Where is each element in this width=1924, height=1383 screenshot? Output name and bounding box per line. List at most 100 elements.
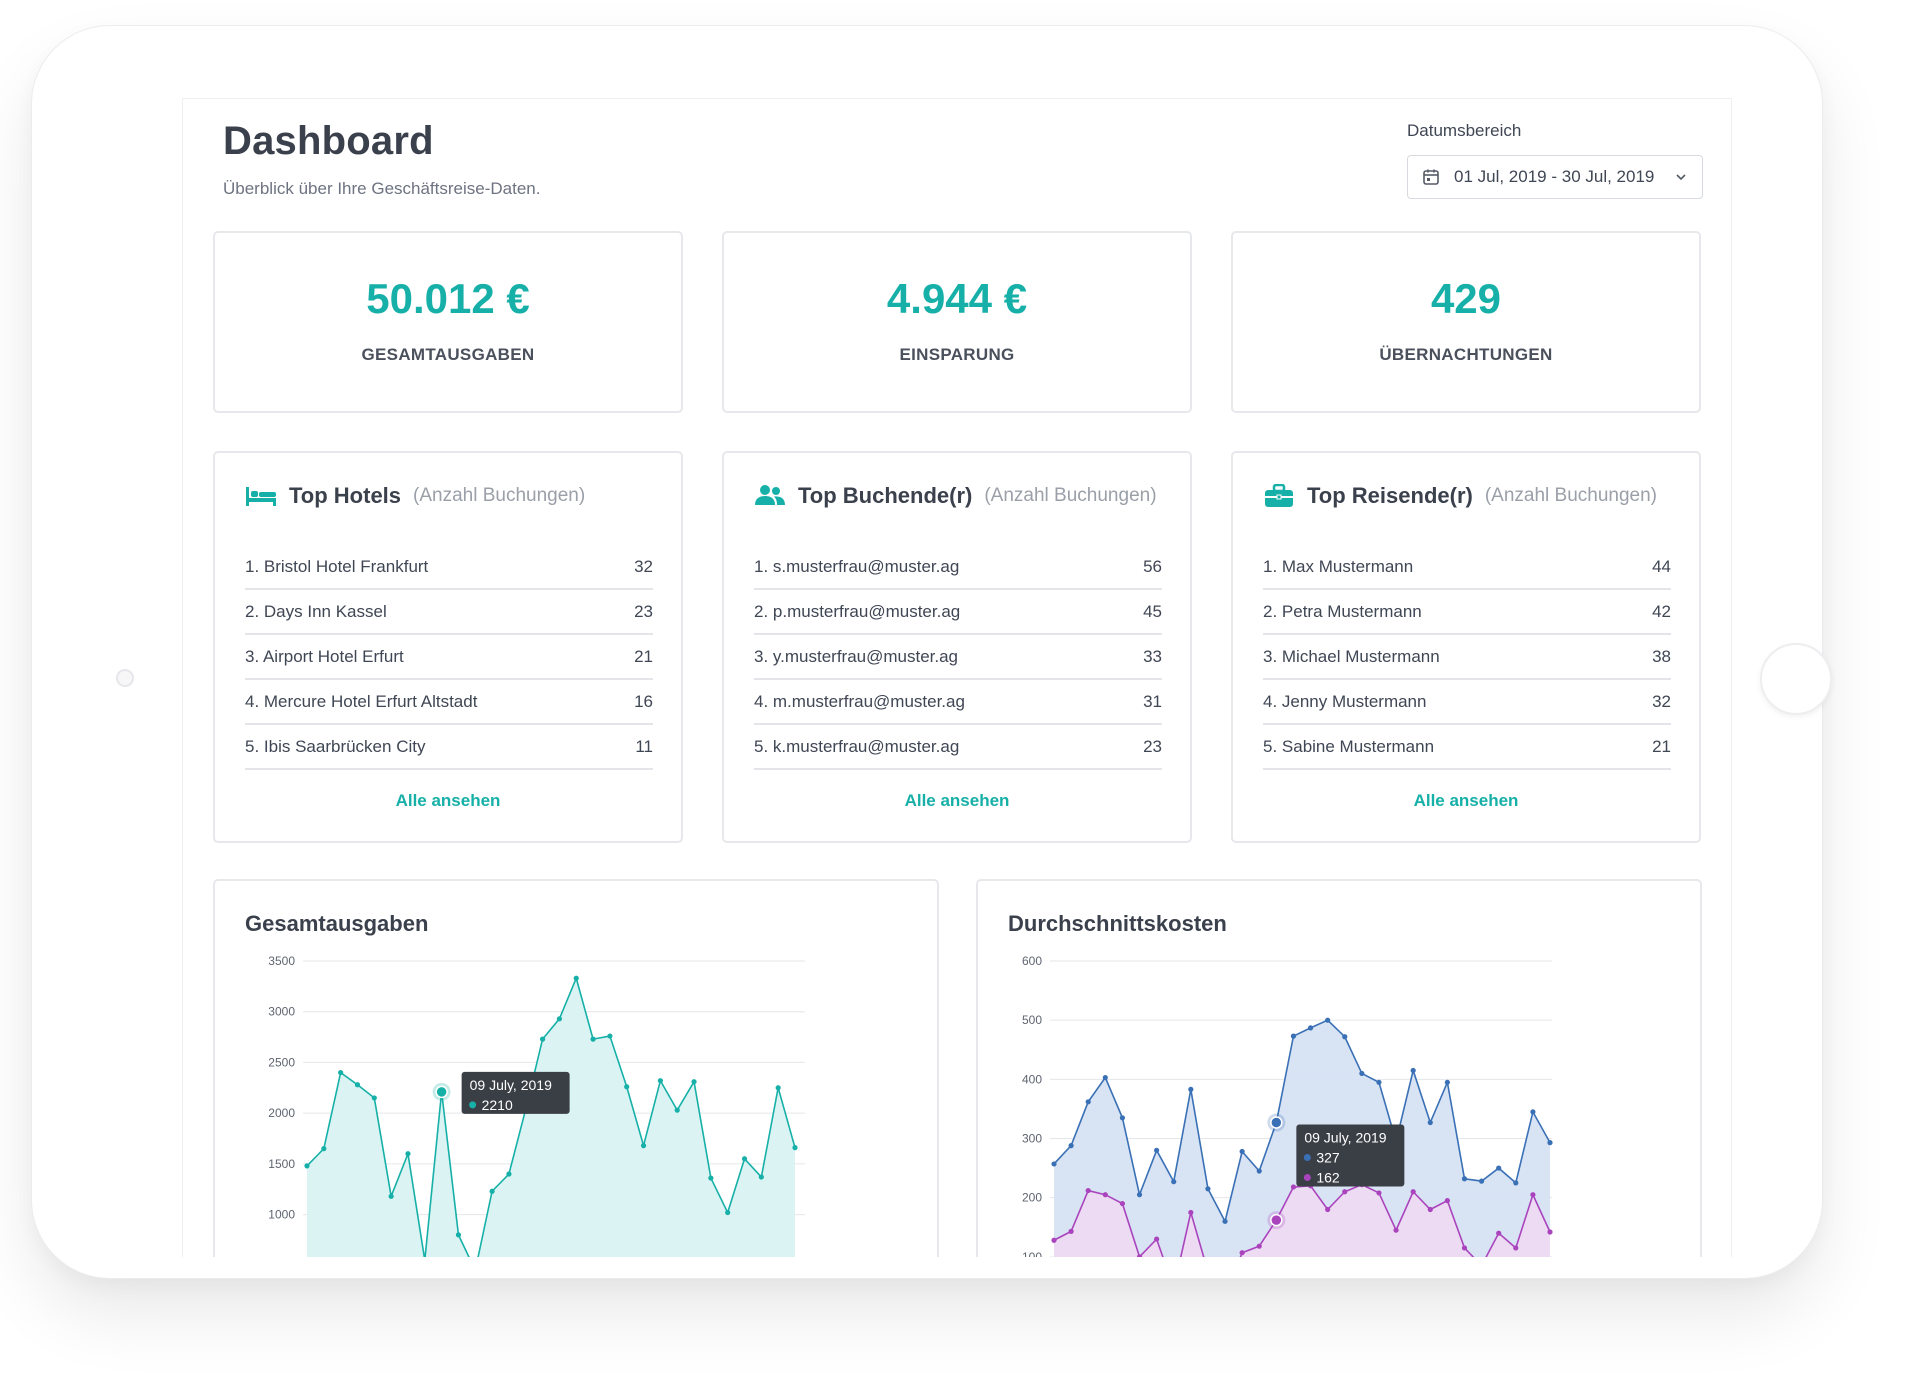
list-item-name: 2. Days Inn Kassel xyxy=(245,601,387,621)
data-point xyxy=(1205,1186,1211,1192)
top-bookers-card: Top Buchende(r) (Anzahl Buchungen) 1. s.… xyxy=(722,451,1192,843)
card-subtitle: (Anzahl Buchungen) xyxy=(1484,485,1657,506)
card-title: Top Reisende(r) xyxy=(1307,483,1473,508)
tooltip-legend-dot xyxy=(1303,1174,1311,1182)
top-travelers-card: Top Reisende(r) (Anzahl Buchungen) 1. Ma… xyxy=(1231,451,1701,843)
y-tick-label: 100 xyxy=(1022,1250,1042,1257)
list-item-name: 5. Sabine Mustermann xyxy=(1263,736,1435,756)
list-item: 3. Airport Hotel Erfurt 21 xyxy=(245,635,653,680)
top-hotels-card: Top Hotels (Anzahl Buchungen) 1. Bristol… xyxy=(213,451,683,843)
list-item-name: 1. s.musterfrau@muster.ag xyxy=(754,556,960,576)
data-point xyxy=(1102,1192,1108,1198)
data-point xyxy=(725,1209,731,1216)
users-icon xyxy=(755,485,785,505)
list-item-count: 44 xyxy=(1652,556,1671,576)
data-point xyxy=(1239,1250,1245,1256)
data-point xyxy=(741,1156,748,1162)
data-point xyxy=(1188,1209,1194,1216)
data-point xyxy=(1102,1074,1108,1081)
list-item-name: 2. Petra Mustermann xyxy=(1263,601,1422,621)
list-item-count: 21 xyxy=(634,646,653,666)
list-item-count: 56 xyxy=(1143,556,1162,576)
chevron-down-icon xyxy=(1676,174,1686,181)
tooltip-legend-dot xyxy=(1303,1154,1311,1162)
date-range-value: 01 Jul, 2019 - 30 Jul, 2019 xyxy=(1454,167,1655,186)
data-point xyxy=(674,1107,680,1113)
data-point xyxy=(1427,1119,1433,1126)
list-item: 2. Petra Mustermann 42 xyxy=(1263,590,1671,635)
highlight-point xyxy=(1270,1213,1283,1227)
home-button[interactable] xyxy=(1760,643,1832,715)
data-point xyxy=(607,1033,613,1039)
data-point xyxy=(1376,1079,1382,1085)
data-point xyxy=(624,1084,630,1090)
page-title: Dashboard xyxy=(223,119,434,163)
total-spend-chart[interactable]: 050010001500200025003000350009 July, 201… xyxy=(215,881,941,1257)
data-point xyxy=(1290,1033,1297,1039)
dashboard-screen: Dashboard Überblick über Ihre Geschäftsr… xyxy=(182,98,1732,1257)
tooltip-value: 327 xyxy=(1316,1150,1340,1166)
list-item: 1. Bristol Hotel Frankfurt 32 xyxy=(245,545,653,590)
data-point xyxy=(338,1069,344,1076)
chart-title: Durchschnittskosten xyxy=(1008,911,1227,936)
data-point xyxy=(1188,1086,1194,1092)
data-point xyxy=(758,1174,764,1180)
data-point xyxy=(1085,1187,1091,1194)
page-subtitle: Überblick über Ihre Geschäftsreise-Daten… xyxy=(223,179,541,198)
tooltip-date: 09 July, 2019 xyxy=(1304,1130,1386,1146)
data-point xyxy=(506,1171,512,1177)
card-header: Top Buchende(r) (Anzahl Buchungen) xyxy=(754,483,1157,509)
list-item-name: 3. y.musterfrau@muster.ag xyxy=(754,646,959,666)
bed-icon xyxy=(246,487,276,506)
data-point xyxy=(1307,1025,1314,1031)
data-point xyxy=(1410,1189,1416,1195)
data-point xyxy=(775,1085,781,1091)
stat-card-savings: 4.944 € EINSPARUNG xyxy=(722,231,1192,413)
series-line xyxy=(306,975,796,1257)
data-point xyxy=(1513,1245,1519,1251)
data-point xyxy=(1119,1115,1126,1121)
list-item-count: 38 xyxy=(1652,646,1671,666)
list-item: 2. Days Inn Kassel 23 xyxy=(245,590,653,635)
date-range-label: Datumsbereich xyxy=(1407,121,1522,140)
y-tick-label: 1500 xyxy=(268,1157,295,1171)
data-point xyxy=(1085,1099,1091,1105)
data-point xyxy=(1530,1192,1536,1198)
data-point xyxy=(1136,1192,1143,1198)
list-item-count: 45 xyxy=(1143,601,1162,621)
list-item-name: 3. Airport Hotel Erfurt xyxy=(245,646,404,666)
list-item-name: 2. p.musterfrau@muster.ag xyxy=(754,601,961,621)
data-point xyxy=(1393,1227,1399,1233)
data-point xyxy=(573,975,579,981)
card-header: Top Reisende(r) (Anzahl Buchungen) xyxy=(1263,483,1657,509)
list-item-name: 4. Jenny Mustermann xyxy=(1263,691,1427,711)
data-point xyxy=(1496,1230,1502,1236)
data-point xyxy=(388,1193,394,1199)
data-point xyxy=(1325,1017,1331,1023)
data-point xyxy=(1068,1143,1074,1149)
view-all-hotels-link[interactable]: Alle ansehen xyxy=(395,791,501,810)
list-item: 2. p.musterfrau@muster.ag 45 xyxy=(754,590,1162,635)
camera-dot xyxy=(116,669,134,687)
card-title: Top Buchende(r) xyxy=(798,483,973,508)
stat-value: 429 xyxy=(1430,275,1502,322)
calendar-icon xyxy=(1423,169,1439,185)
chart-title: Gesamtausgaben xyxy=(245,911,429,936)
data-point xyxy=(1256,1243,1262,1249)
data-point xyxy=(321,1146,327,1152)
data-point xyxy=(1359,1070,1365,1077)
data-point xyxy=(1119,1200,1126,1207)
y-tick-label: 200 xyxy=(1022,1191,1042,1205)
data-point xyxy=(1444,1079,1450,1085)
list-item: 5. k.musterfrau@muster.ag 23 xyxy=(754,725,1162,770)
data-point xyxy=(1530,1109,1536,1115)
tooltip-box xyxy=(1296,1124,1405,1187)
view-all-bookers-link[interactable]: Alle ansehen xyxy=(904,791,1010,810)
list-item-name: 4. Mercure Hotel Erfurt Altstadt xyxy=(245,691,478,711)
view-all-travelers-link[interactable]: Alle ansehen xyxy=(1413,791,1519,810)
data-point xyxy=(1513,1180,1519,1186)
list-item-count: 23 xyxy=(1143,736,1162,756)
date-range-picker[interactable]: 01 Jul, 2019 - 30 Jul, 2019 xyxy=(1407,155,1703,199)
stat-card-total-spend: 50.012 € GESAMTAUSGABEN xyxy=(213,231,683,413)
